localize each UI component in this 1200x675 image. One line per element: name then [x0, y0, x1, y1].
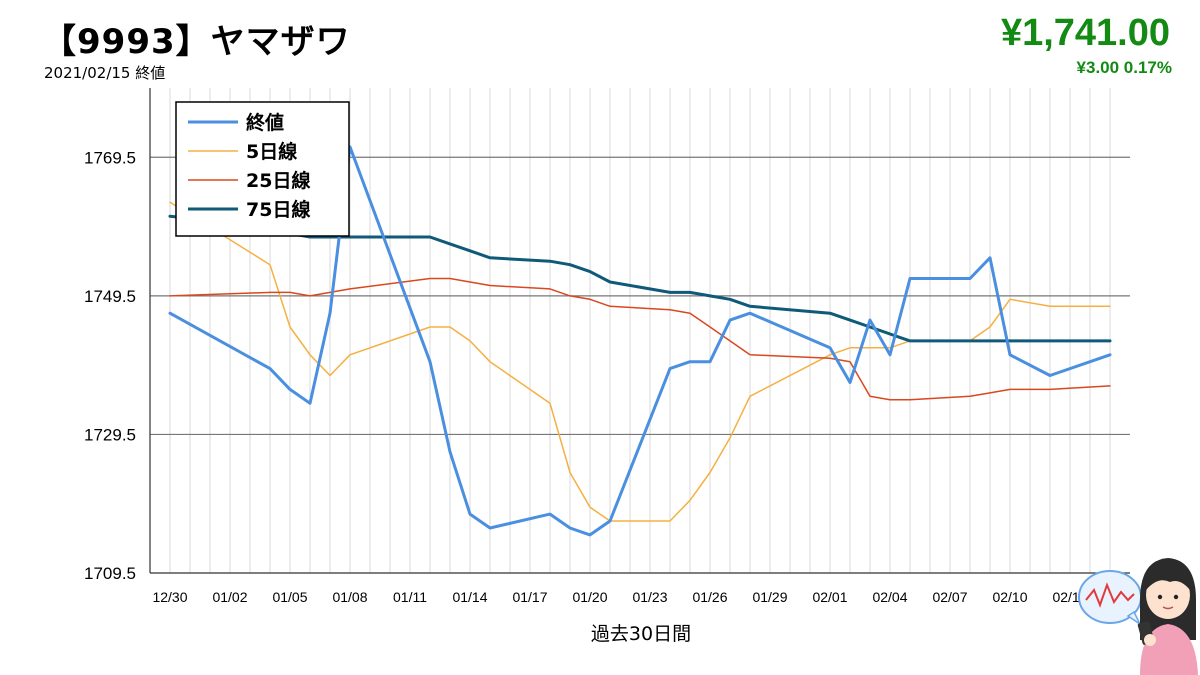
woman-with-phone-illustration [1078, 558, 1198, 675]
x-tick-label: 12/30 [152, 589, 187, 605]
x-tick-label: 02/01 [812, 589, 847, 605]
x-tick-label: 02/04 [872, 589, 907, 605]
current-price: ¥1,741.00 [1000, 12, 1170, 54]
x-tick-label: 02/10 [992, 589, 1027, 605]
series-line-ma75 [168, 214, 1112, 343]
x-tick-label: 01/08 [332, 589, 367, 605]
legend-label-ma5: 5日線 [246, 140, 297, 163]
y-tick-label: 1769.5 [84, 148, 136, 167]
x-tick-label: 01/17 [512, 589, 547, 605]
x-tick-label: 01/23 [632, 589, 667, 605]
page-title: 【9993】ヤマザワ [42, 22, 351, 62]
price-change: ¥3.00 0.17% [1076, 58, 1172, 77]
y-tick-label: 1749.5 [84, 287, 136, 306]
y-tick-label: 1709.5 [84, 564, 136, 583]
legend-box [175, 101, 350, 237]
x-axis-label: 過去30日間 [591, 623, 691, 645]
x-tick-label: 01/11 [393, 589, 427, 605]
x-tick-label: 01/20 [572, 589, 607, 605]
x-tick-label: 01/05 [272, 589, 307, 605]
legend-label-ma75: 75日線 [246, 198, 310, 221]
legend-label-ma25: 25日線 [246, 169, 310, 192]
series-line-ma25 [169, 277, 1111, 401]
x-tick-label: 01/02 [212, 589, 247, 605]
legend: 終値 5日線 25日線 75日線 [175, 101, 350, 237]
y-tick-label: 1729.5 [84, 425, 136, 444]
x-tick-label: 01/29 [752, 589, 787, 605]
close-date-label: 2021/02/15 終値 [44, 64, 166, 82]
x-tick-label: 02/07 [932, 589, 967, 605]
x-tick-label: 01/26 [692, 589, 727, 605]
x-tick-label: 01/14 [452, 589, 487, 605]
legend-label-close: 終値 [246, 111, 284, 134]
